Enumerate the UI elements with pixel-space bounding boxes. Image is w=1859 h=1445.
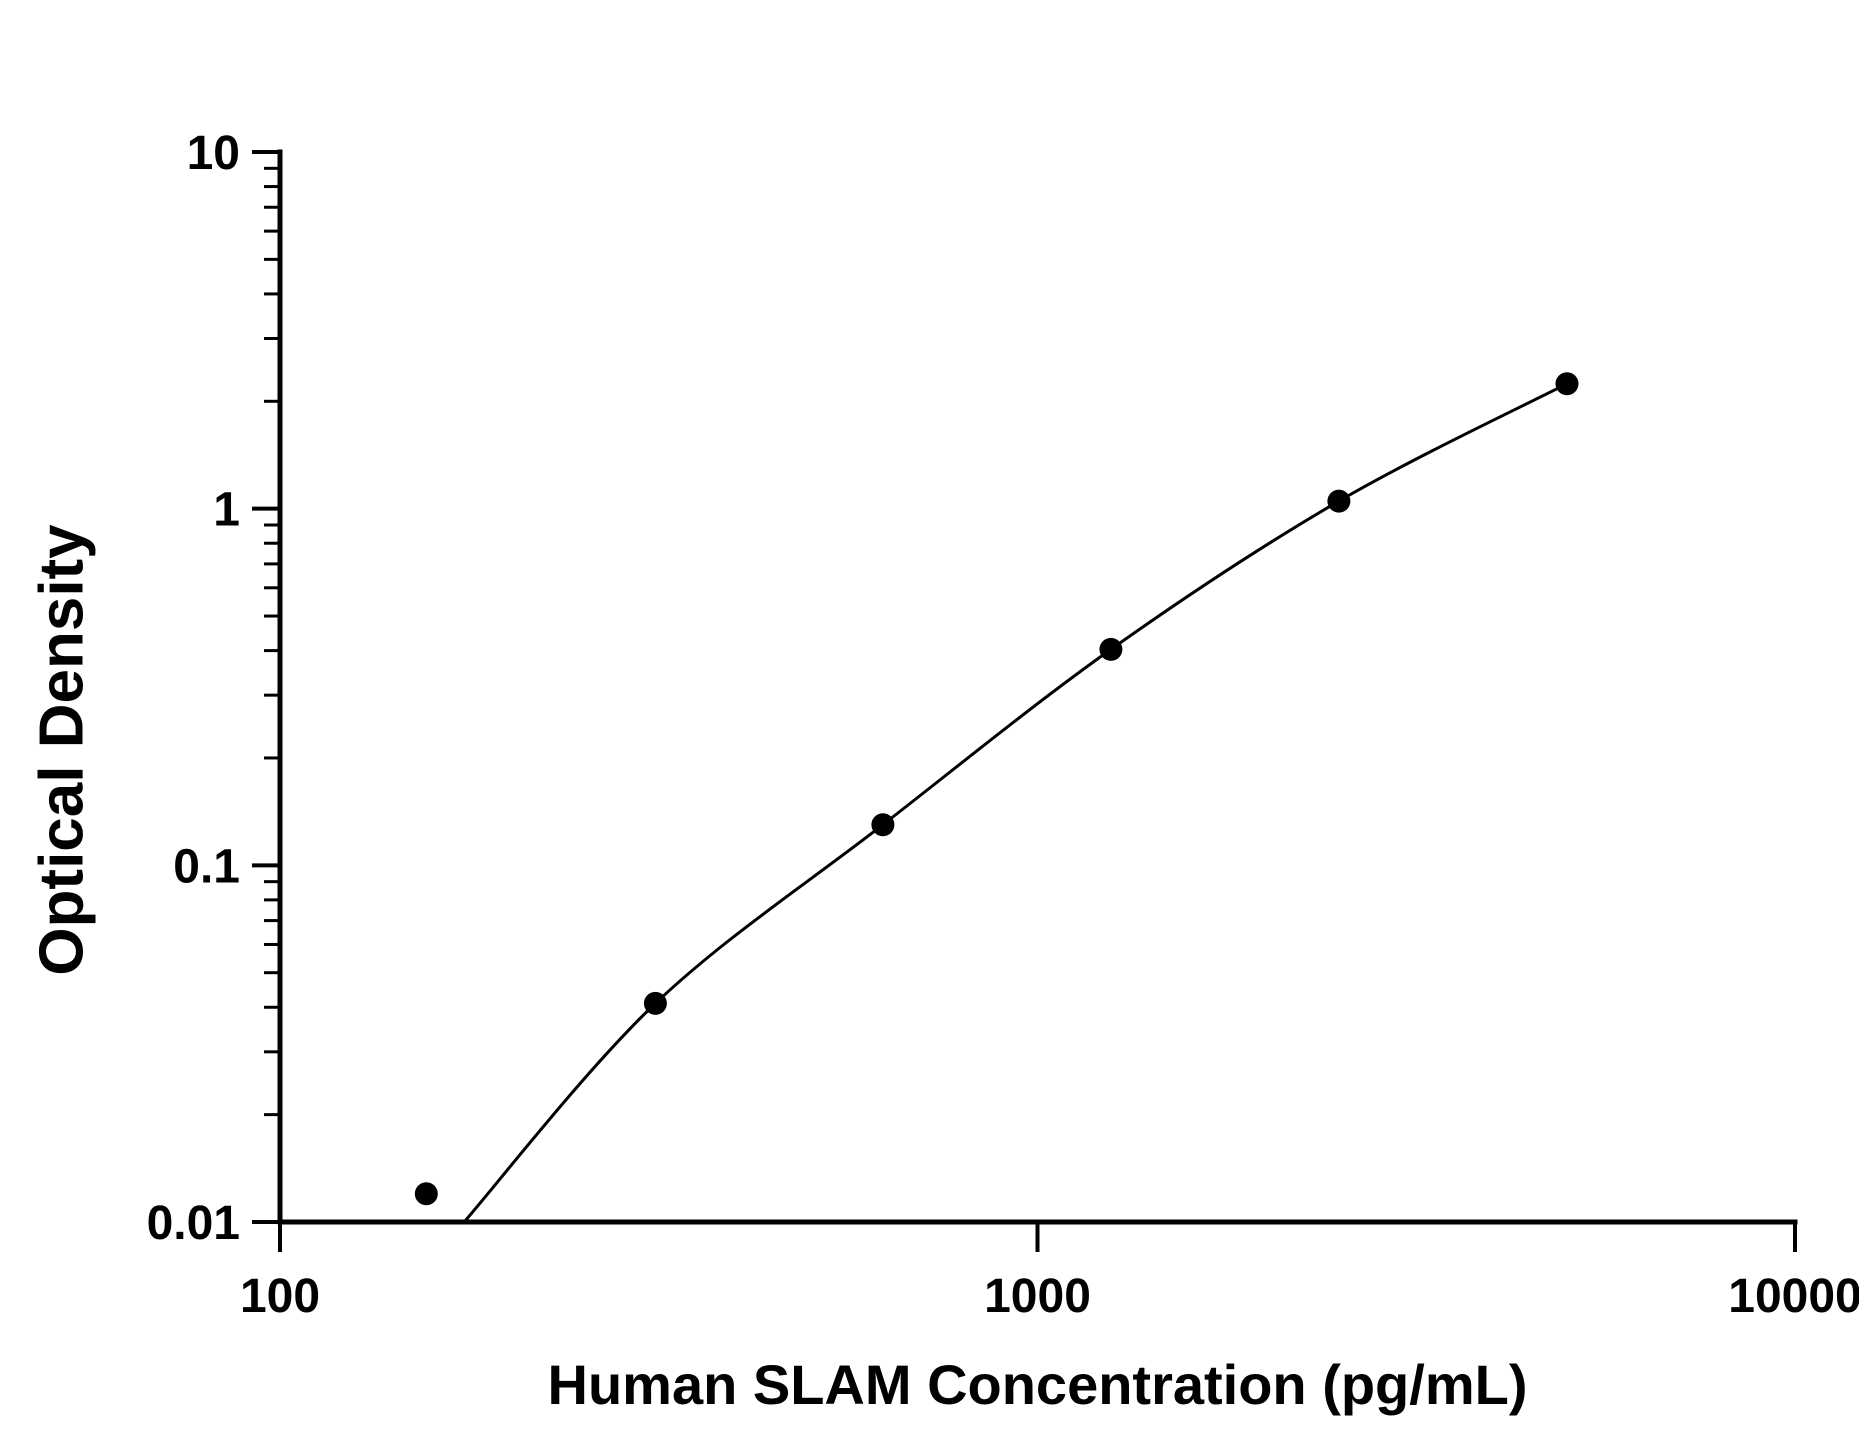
data-point-marker <box>1555 372 1579 396</box>
data-point-marker <box>414 1182 438 1206</box>
data-point-marker <box>1099 637 1123 661</box>
x-tick-label: 1000 <box>984 1270 1091 1323</box>
y-tick-label: 0.01 <box>147 1197 240 1250</box>
fit-curve-line <box>462 382 1568 1223</box>
x-tick-label: 10000 <box>1728 1270 1859 1323</box>
axis-lines <box>277 149 1798 1225</box>
y-tick-label: 1 <box>213 484 240 537</box>
y-axis-title: Optical Density <box>27 524 97 976</box>
x-axis-title: Human SLAM Concentration (pg/mL) <box>547 1353 1528 1416</box>
data-point-marker <box>643 991 667 1015</box>
x-tick-label: 100 <box>240 1270 320 1323</box>
y-tick-label: 10 <box>187 127 240 180</box>
y-tick-label: 0.1 <box>173 840 240 893</box>
data-point-marker <box>1327 489 1351 513</box>
data-point-marker <box>871 813 895 837</box>
